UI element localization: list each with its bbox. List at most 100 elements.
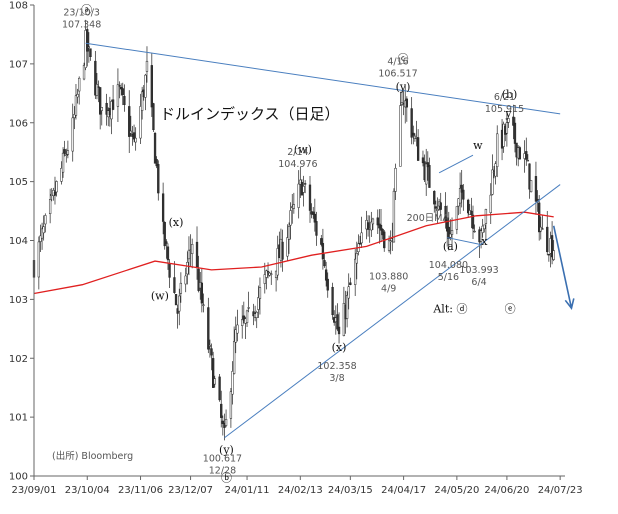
candle [471,205,475,239]
candle [86,27,89,67]
candle [118,81,121,99]
annotation-value: 106.517 [378,68,417,79]
x-tick-label: 24/03/15 [328,485,373,496]
candle [258,277,262,315]
candle [97,80,100,103]
candle [297,170,300,219]
candle [55,180,58,197]
candle [265,269,268,290]
candle [336,303,339,332]
candle [242,301,245,324]
candle [541,214,544,230]
candle [354,249,357,297]
candle [76,88,79,104]
wave-label: ⓐ [81,3,92,16]
candle [132,124,136,143]
x-tick-label: 23/10/04 [65,485,110,496]
wave-label: ⓒ [397,52,408,65]
down-arrow-head [564,298,575,311]
candle [376,209,379,234]
candle [221,415,224,436]
candle [140,86,144,120]
candle [123,84,126,112]
candle [178,288,181,326]
candle [208,339,212,358]
candle [313,198,316,232]
wave-label: (w) [294,143,312,156]
candle [60,161,63,185]
candle [37,236,40,290]
candle [66,140,70,159]
candle [229,388,233,428]
candle [247,291,250,313]
candle [42,215,45,241]
x-tick-label: 23/12/07 [168,485,213,496]
candle [538,195,541,241]
candle [528,163,531,199]
candle [347,273,350,310]
candle [434,200,438,220]
candle [416,129,420,161]
candle [550,221,554,265]
wave-label: (w) [151,289,169,302]
candle [71,103,74,162]
trendline-upper [85,42,561,115]
candle [128,90,131,154]
candle [129,115,132,137]
candle [379,208,383,242]
candle [270,270,273,285]
candle [48,188,52,224]
wave-label: w [473,139,483,152]
candle [276,235,279,281]
annotation-value: 104.080 [429,260,468,271]
candle [94,50,97,99]
trendline-channel-bottom [447,237,482,246]
candle [236,309,239,342]
candle [447,211,450,251]
candlestick-series [32,19,555,441]
candle [426,151,429,181]
candle [412,125,415,145]
annotation-date: 2/14 [287,147,308,158]
annotation-date: 23/10/3 [63,7,100,18]
annotation-value: 100.617 [203,454,242,465]
candle [218,373,221,402]
y-tick-label: 103 [9,295,28,306]
trendline-lower [224,184,561,439]
candle [210,343,213,371]
candle [512,104,515,140]
wave-sublabel: (y) [396,80,411,93]
candle [110,99,113,135]
candle [473,224,476,233]
candle [287,222,291,254]
candle [231,361,234,405]
candle [547,253,551,262]
candle [470,197,473,229]
annotation-date: 6/4 [471,277,486,288]
candle [496,125,499,178]
candle [87,32,91,63]
candle [197,255,200,293]
candle [40,222,44,250]
candle [207,297,210,354]
candle [73,106,76,130]
wave-label: (x) [332,341,347,354]
candle [166,243,170,270]
candle [234,316,237,354]
candle [99,87,102,130]
wave-label: Alt: ⓓ [432,302,467,315]
x-tick-label: 24/06/20 [484,485,529,496]
candle [95,72,99,100]
candle [200,268,204,313]
wave-label: (x) [169,216,184,229]
candle [366,215,370,237]
candle [491,154,494,196]
candle [255,310,258,329]
candle [529,180,533,193]
candle [513,117,517,153]
candle [425,148,428,196]
candle [257,285,260,318]
candle [212,351,215,389]
candle [63,140,66,157]
